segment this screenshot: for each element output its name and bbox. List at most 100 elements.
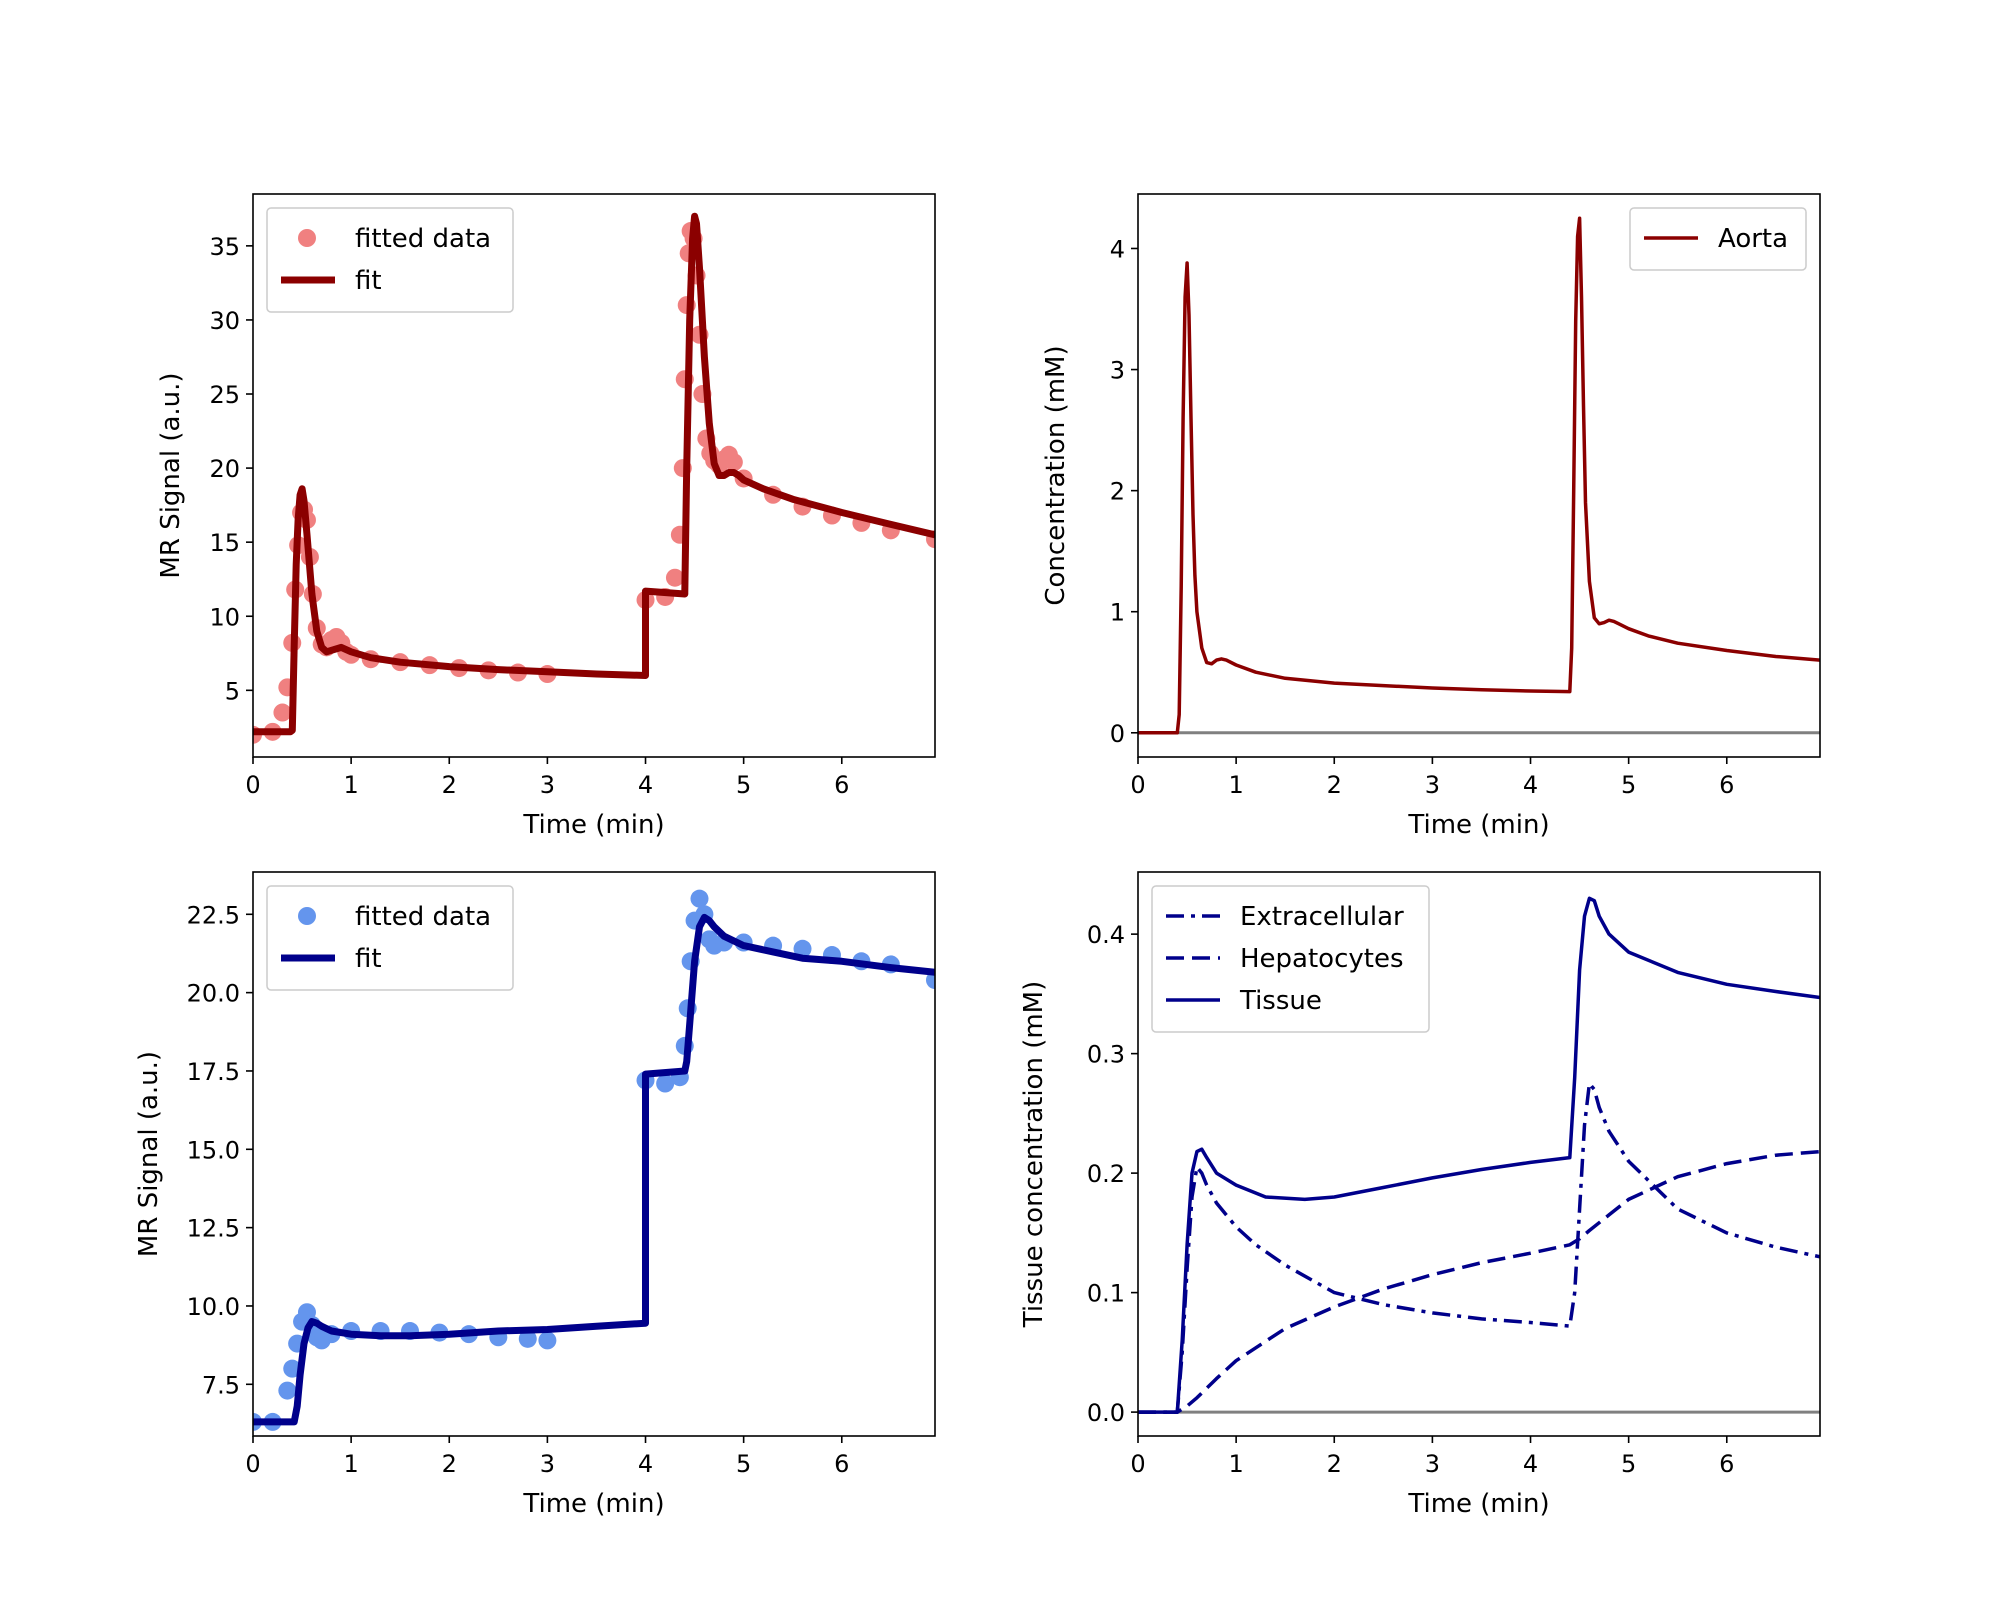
y-tick-label: 4 bbox=[1110, 235, 1125, 263]
x-tick-label: 5 bbox=[736, 771, 751, 799]
legend-box bbox=[1151, 885, 1430, 1033]
legend-box bbox=[266, 885, 514, 991]
legend-marker bbox=[298, 907, 316, 925]
x-tick-label: 4 bbox=[1523, 1450, 1538, 1478]
x-tick-label: 1 bbox=[343, 771, 358, 799]
y-tick-label: 17.5 bbox=[187, 1058, 240, 1086]
legend: fitted data fit bbox=[266, 885, 514, 991]
legend: Aorta bbox=[1629, 207, 1807, 271]
y-axis-label: Concentration (mM) bbox=[1041, 345, 1071, 605]
y-tick-label: 0.0 bbox=[1087, 1399, 1125, 1427]
legend: Extracellular Hepatocytes Tissue bbox=[1151, 885, 1430, 1033]
y-tick-label: 12.5 bbox=[187, 1215, 240, 1243]
x-tick-label: 1 bbox=[1228, 1450, 1243, 1478]
y-tick-label: 3 bbox=[1110, 357, 1125, 385]
data-point bbox=[926, 971, 935, 990]
legend-marker bbox=[298, 229, 316, 247]
data-point bbox=[273, 703, 292, 722]
x-tick-label: 6 bbox=[1719, 1450, 1734, 1478]
data-point bbox=[665, 568, 684, 587]
series-line-fit bbox=[253, 913, 935, 1426]
x-tick-label: 4 bbox=[638, 1450, 653, 1478]
legend-label: Aorta bbox=[1718, 224, 1788, 254]
plot-area bbox=[1138, 216, 1820, 735]
y-tick-label: 15.0 bbox=[187, 1136, 240, 1164]
x-tick-label: 6 bbox=[834, 1450, 849, 1478]
y-tick-label: 25 bbox=[209, 381, 240, 409]
x-axis-label: Time (min) bbox=[522, 810, 664, 840]
x-tick-label: 6 bbox=[1719, 771, 1734, 799]
x-tick-label: 0 bbox=[1130, 771, 1145, 799]
y-tick-label: 20 bbox=[209, 455, 240, 483]
chart-panel-aorta-concentration: 0 1 2 3 4 5 6 0 1 2 3 4 Time (min) Concentration (mM)… bbox=[1041, 193, 1821, 840]
x-tick-label: 5 bbox=[1621, 771, 1636, 799]
y-tick-label: 5 bbox=[225, 677, 240, 705]
legend-label: fit bbox=[355, 944, 382, 974]
y-tick-label: 2 bbox=[1110, 478, 1125, 506]
x-tick-label: 6 bbox=[834, 771, 849, 799]
y-tick-label: 30 bbox=[209, 307, 240, 335]
x-tick-label: 2 bbox=[1327, 771, 1342, 799]
data-point bbox=[690, 889, 709, 908]
y-tick-label: 0.2 bbox=[1087, 1160, 1125, 1188]
y-tick-label: 0.3 bbox=[1087, 1041, 1125, 1069]
legend-box bbox=[266, 207, 514, 313]
y-tick-label: 35 bbox=[209, 233, 240, 261]
y-tick-label: 15 bbox=[209, 529, 240, 557]
data-point bbox=[793, 939, 812, 958]
x-tick-label: 4 bbox=[638, 771, 653, 799]
x-tick-label: 1 bbox=[1228, 771, 1243, 799]
y-tick-label: 10.0 bbox=[187, 1293, 240, 1321]
legend: fitted data fit bbox=[266, 207, 514, 313]
axes-frame bbox=[252, 871, 936, 1437]
x-tick-label: 2 bbox=[442, 771, 457, 799]
plot-area bbox=[253, 889, 935, 1431]
data-point bbox=[724, 453, 743, 472]
legend-label: fitted data bbox=[355, 224, 491, 254]
x-tick-label: 3 bbox=[1425, 771, 1440, 799]
plot-area bbox=[1138, 896, 1820, 1414]
x-tick-label: 5 bbox=[1621, 1450, 1636, 1478]
x-axis-label: Time (min) bbox=[1407, 810, 1549, 840]
x-tick-label: 3 bbox=[1425, 1450, 1440, 1478]
plot-area bbox=[253, 212, 935, 744]
y-tick-label: 20.0 bbox=[187, 980, 240, 1008]
x-tick-label: 0 bbox=[245, 771, 260, 799]
data-point bbox=[656, 1074, 675, 1093]
legend-label: fit bbox=[355, 266, 382, 296]
legend-label: Extracellular bbox=[1240, 902, 1404, 932]
y-tick-label: 1 bbox=[1110, 599, 1125, 627]
series-line-aorta bbox=[1138, 216, 1820, 735]
chart-panel-tissue-concentration: 0 1 2 3 4 5 6 0.0 0.1 0.2 0.3 0.4 Time (min) Tissue c… bbox=[1019, 871, 1821, 1519]
y-tick-label: 0 bbox=[1110, 720, 1125, 748]
y-tick-label: 7.5 bbox=[202, 1371, 240, 1399]
y-tick-label: 0.1 bbox=[1087, 1280, 1125, 1308]
legend-box bbox=[1629, 207, 1807, 271]
x-tick-label: 5 bbox=[736, 1450, 751, 1478]
x-tick-label: 1 bbox=[343, 1450, 358, 1478]
y-axis-label: MR Signal (a.u.) bbox=[156, 372, 186, 578]
series-line-fit bbox=[253, 212, 935, 736]
data-point bbox=[278, 1381, 297, 1400]
axes-frame bbox=[1137, 193, 1821, 758]
x-axis-label: Time (min) bbox=[522, 1489, 664, 1519]
y-tick-label: 0.4 bbox=[1087, 921, 1125, 949]
data-point bbox=[518, 1329, 537, 1348]
x-axis-label: Time (min) bbox=[1407, 1489, 1549, 1519]
chart-panel-signal-aorta: 0 1 2 3 4 5 6 5 10 15 20 25 30 35 Time (min) MR Signal … bbox=[156, 193, 936, 840]
legend-label: Tissue bbox=[1239, 986, 1322, 1016]
legend-label: fitted data bbox=[355, 902, 491, 932]
x-tick-label: 3 bbox=[540, 1450, 555, 1478]
y-axis-label: MR Signal (a.u.) bbox=[134, 1051, 164, 1257]
y-tick-label: 10 bbox=[209, 603, 240, 631]
axes-frame bbox=[1137, 871, 1821, 1437]
y-axis-label: Tissue concentration (mM) bbox=[1019, 981, 1049, 1329]
y-tick-label: 22.5 bbox=[187, 901, 240, 929]
x-tick-label: 0 bbox=[245, 1450, 260, 1478]
x-tick-label: 3 bbox=[540, 771, 555, 799]
x-tick-label: 2 bbox=[1327, 1450, 1342, 1478]
x-tick-label: 2 bbox=[442, 1450, 457, 1478]
series-line-extracellular bbox=[1138, 1081, 1820, 1414]
axes-frame bbox=[252, 193, 936, 758]
data-point bbox=[538, 1331, 557, 1350]
